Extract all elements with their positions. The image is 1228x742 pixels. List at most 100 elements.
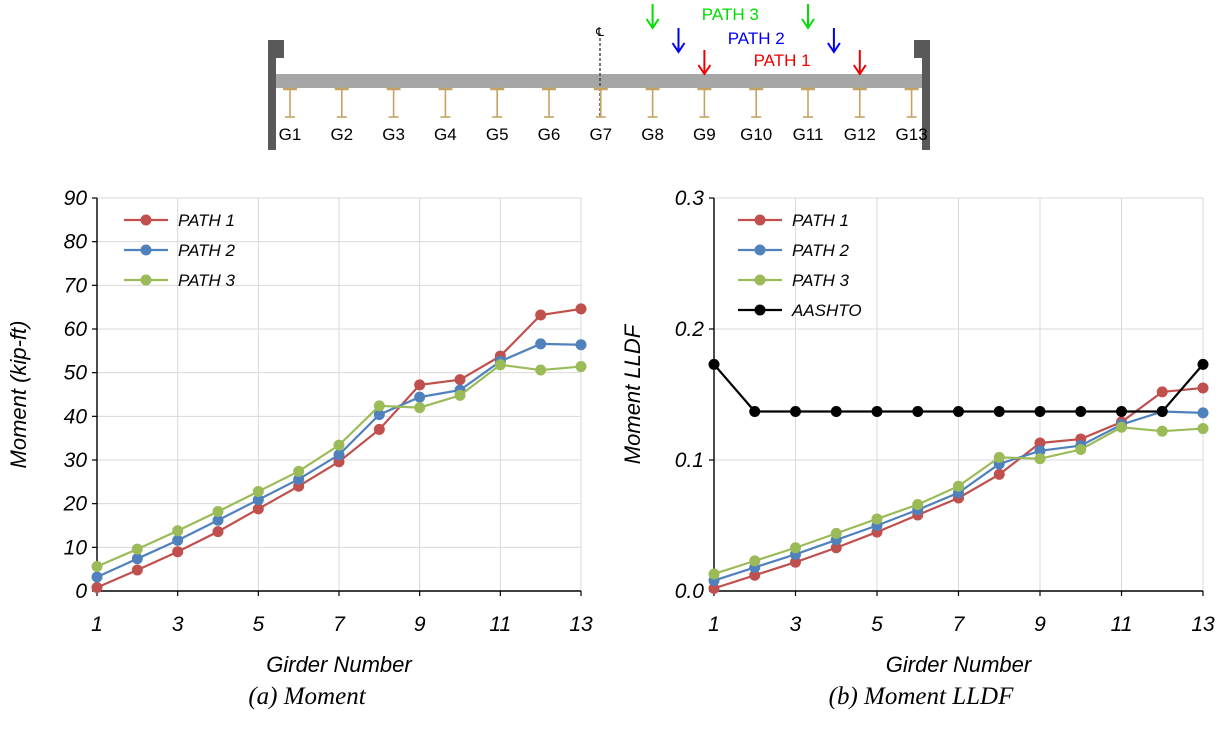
data-point (871, 513, 883, 525)
data-point (333, 449, 345, 461)
data-point (1197, 423, 1209, 435)
data-point (1034, 453, 1046, 465)
girder-label: G13 (896, 125, 928, 144)
y-tick-label: 60 (64, 318, 88, 341)
data-point (535, 309, 547, 321)
data-point (212, 514, 224, 526)
data-point (790, 542, 801, 554)
load-path-2: PATH 2 (671, 28, 841, 54)
y-axis-title: Moment (kip-ft) (6, 321, 31, 469)
left-barrier (268, 40, 276, 150)
data-point (91, 561, 103, 573)
data-point (414, 391, 426, 403)
legend-marker (140, 244, 152, 256)
girder-g13: G13 (896, 87, 928, 144)
y-tick-label: 90 (64, 187, 88, 210)
data-point (1034, 406, 1046, 418)
girder-label: G9 (693, 125, 716, 144)
data-point (708, 568, 720, 580)
girder-label: G4 (434, 125, 457, 144)
y-tick-label: 30 (64, 449, 88, 472)
data-point (1197, 358, 1209, 370)
gridlines (714, 197, 1204, 591)
series-aashto (708, 358, 1209, 418)
data-point (830, 542, 842, 554)
data-point (293, 465, 305, 477)
girder-label: G8 (641, 125, 664, 144)
y-tick-label: 50 (64, 362, 88, 385)
data-point (1116, 406, 1127, 418)
data-point (91, 582, 103, 594)
girder-g6: G6 (538, 87, 560, 144)
legend-label: PATH 3 (178, 271, 236, 290)
legend-label: PATH 2 (178, 241, 236, 260)
data-point (172, 525, 184, 537)
data-point (993, 451, 1005, 463)
y-tick-label: 0.3 (675, 187, 705, 210)
y-tick-label: 0.2 (675, 318, 705, 341)
data-point (1116, 421, 1127, 433)
data-point (373, 409, 385, 421)
data-point (1197, 382, 1209, 394)
legend-marker (754, 244, 766, 256)
data-point (333, 439, 345, 451)
data-point (953, 406, 964, 418)
data-point (1034, 437, 1046, 449)
bridge-cross-section-diagram: ℄ G1 G2 G3 G4 G5 G6 G7 G8 G9 G10 G11 G12 G13 PATH 3P… (268, 4, 930, 150)
x-tick-label: 3 (790, 613, 802, 636)
data-point (414, 402, 426, 414)
legend-label: AASHTO (791, 301, 862, 320)
x-tick-label: 13 (1191, 613, 1215, 636)
x-axis-title: Girder Number (886, 652, 1033, 677)
data-point (749, 555, 761, 567)
data-point (1156, 386, 1168, 398)
data-point (454, 389, 466, 401)
load-path-1: PATH 3 (645, 4, 815, 30)
x-tick-label: 11 (489, 613, 511, 636)
girder-label: G2 (330, 125, 353, 144)
data-point (494, 359, 506, 371)
x-tick-label: 1 (708, 613, 720, 636)
data-point (1156, 425, 1168, 437)
girder-g2: G2 (330, 87, 353, 144)
data-point (373, 400, 385, 412)
x-tick-label: 13 (569, 613, 593, 636)
x-tick-label: 11 (1111, 613, 1133, 636)
bridge-deck (276, 74, 922, 88)
data-point (790, 556, 801, 568)
y-tick-label: 40 (64, 405, 88, 428)
x-tick-label: 7 (953, 613, 966, 636)
data-point (293, 473, 305, 485)
y-tick-label: 0.0 (675, 580, 705, 603)
girder-g1: G1 (279, 87, 301, 144)
caption-moment-lldf: (b) Moment LLDF (828, 683, 1014, 710)
legend-marker (754, 274, 766, 286)
data-point (830, 527, 842, 539)
girder-g10: G10 (740, 87, 772, 144)
legend-marker (754, 214, 766, 226)
girder-g11: G11 (793, 87, 823, 144)
y-axis-title: Moment LLDF (620, 323, 645, 464)
data-point (575, 303, 587, 315)
data-point (1075, 406, 1087, 418)
data-point (535, 364, 547, 376)
x-tick-label: 5 (871, 613, 883, 636)
load-path-label: PATH 3 (702, 5, 759, 24)
data-point (1197, 407, 1209, 419)
data-point (91, 571, 103, 583)
series-path-3 (91, 359, 587, 573)
legend-marker (140, 274, 152, 286)
data-point (871, 406, 883, 418)
data-point (212, 526, 224, 538)
y-tick-label: 70 (64, 274, 88, 297)
centerline-symbol: ℄ (595, 25, 604, 39)
x-tick-label: 1 (91, 613, 103, 636)
data-point (131, 543, 143, 555)
x-tick-label: 3 (172, 613, 184, 636)
girder-g5: G5 (486, 87, 509, 144)
legend-label: PATH 1 (178, 211, 235, 230)
data-point (953, 480, 964, 492)
data-point (749, 569, 761, 581)
data-point (252, 485, 264, 497)
